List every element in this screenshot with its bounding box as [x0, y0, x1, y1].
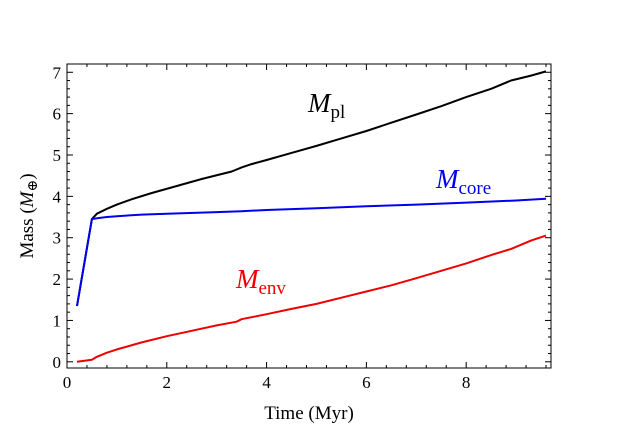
y-tick-label: 1	[53, 311, 62, 330]
series-line-pl	[76, 70, 547, 307]
x-tick-label: 8	[462, 373, 471, 392]
series-lines	[76, 70, 547, 363]
y-tick-label: 3	[53, 229, 62, 248]
x-axis-title: Time (Myr)	[264, 403, 354, 424]
series-label-core: Mcore	[435, 164, 491, 199]
y-tick-label: 2	[53, 270, 62, 289]
x-tick-label: 4	[262, 373, 271, 392]
series-label-env: Menv	[235, 264, 286, 299]
y-tick-label: 5	[53, 146, 62, 165]
plot-frame	[66, 63, 552, 369]
y-tick-label: 6	[53, 105, 62, 124]
tick-labels: 0 2 4 6 8 0 1 2 3 4 5 6 7	[53, 63, 471, 392]
series-line-core	[76, 197, 547, 307]
x-tick-label: 2	[163, 373, 172, 392]
series-label-pl: Mpl	[307, 88, 345, 123]
y-tick-label: 7	[53, 63, 62, 82]
y-tick-label: 0	[53, 353, 62, 372]
series-line-env	[76, 234, 547, 363]
y-axis-title: Mass (M⊕)	[17, 173, 41, 258]
x-tick-label: 6	[362, 373, 371, 392]
y-tick-label: 4	[53, 187, 62, 206]
x-tick-label: 0	[63, 373, 72, 392]
